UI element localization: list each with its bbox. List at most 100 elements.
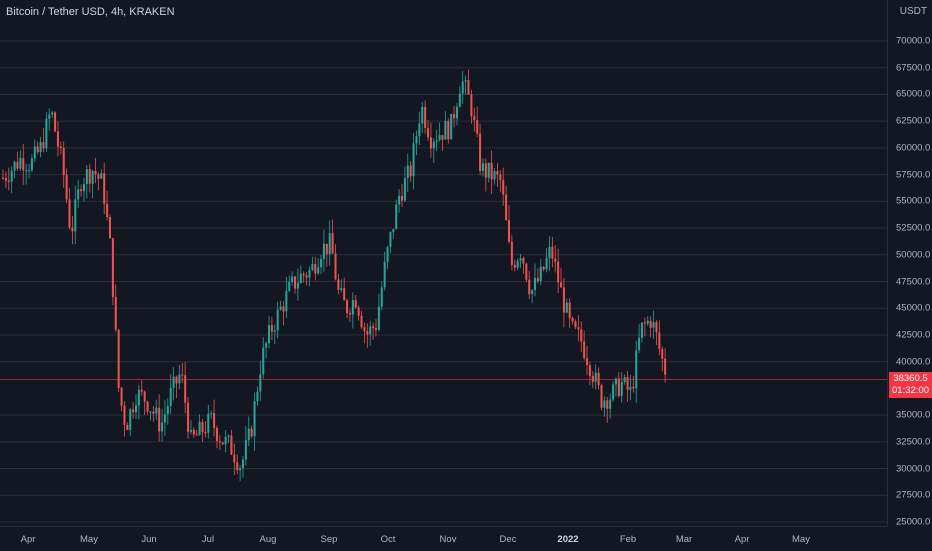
candle-down <box>325 243 328 255</box>
candle-down <box>114 297 117 330</box>
time-tick-label: Jun <box>141 534 157 545</box>
candle-down <box>525 263 528 280</box>
candle-down <box>363 327 366 332</box>
candle-up <box>398 195 401 205</box>
candle-down <box>510 241 513 265</box>
candle-up <box>493 171 496 180</box>
candle-up <box>268 325 271 344</box>
candle-up <box>161 422 164 432</box>
candle-down <box>218 441 221 443</box>
candle-up <box>189 429 192 432</box>
candle-down <box>305 275 308 278</box>
candle-up <box>28 170 31 172</box>
candle-up <box>288 282 291 291</box>
currency-unit[interactable]: USDT <box>899 6 927 17</box>
candle-down <box>65 175 68 200</box>
candle-up <box>224 436 227 445</box>
candle-down <box>250 428 253 437</box>
price-tick-label: 67500.0 <box>896 62 931 74</box>
candle-up <box>461 81 464 94</box>
candle-up <box>265 343 268 348</box>
candle-down <box>571 317 574 322</box>
candle-up <box>351 300 354 315</box>
candle-down <box>152 411 155 414</box>
candle-up <box>531 290 534 295</box>
candle-up <box>383 262 386 288</box>
candle-down <box>357 307 360 316</box>
price-tick-label: 70000.0 <box>896 35 931 47</box>
candle-down <box>348 313 351 315</box>
price-tick-label: 47500.0 <box>896 276 931 287</box>
candle-up <box>392 229 395 233</box>
candle-up <box>39 142 42 153</box>
candle-down <box>236 462 239 471</box>
candle-down <box>56 131 59 147</box>
candle-down <box>542 266 545 270</box>
candle-down <box>467 80 470 95</box>
price-tick-label: 55000.0 <box>896 195 931 207</box>
time-tick-label: Aug <box>259 534 277 545</box>
candle-up <box>444 120 447 140</box>
candle-up <box>30 158 33 171</box>
candle-up <box>276 309 279 331</box>
candle-up <box>603 400 606 408</box>
candle-up <box>137 389 140 406</box>
symbol-title[interactable]: Bitcoin / Tether USD, 4h, KRAKEN <box>6 6 175 18</box>
candle-down <box>502 180 505 195</box>
candle-up <box>129 409 132 431</box>
chart-area[interactable]: Bitcoin / Tether USD, 4h, KRAKEN <box>0 0 887 526</box>
time-tick-label: Sep <box>320 534 338 545</box>
candle-down <box>568 302 571 318</box>
candle-down <box>409 165 412 177</box>
candle-up <box>296 283 299 289</box>
current-price-line <box>0 379 887 381</box>
candle-up <box>629 386 632 390</box>
candlestick-chart[interactable] <box>0 0 887 526</box>
candle-down <box>270 325 273 332</box>
candle-up <box>320 259 323 268</box>
time-tick-label: 2022 <box>557 534 579 545</box>
candle-down <box>591 375 594 382</box>
candle-down <box>181 374 184 376</box>
candle-up <box>418 123 421 137</box>
candle-down <box>372 326 375 329</box>
time-tick-label: Apr <box>734 534 750 545</box>
candle-down <box>574 321 577 328</box>
candle-up <box>308 269 311 278</box>
candle-down <box>562 287 565 313</box>
candle-up <box>241 459 245 469</box>
candle-up <box>10 170 13 182</box>
price-axis[interactable]: USDT 70000.0 67500.0 65000.0 62500.0 60000.0… <box>887 0 932 528</box>
bar-countdown: 01:32:00 <box>892 385 929 397</box>
candle-down <box>42 142 45 149</box>
candle-up <box>259 374 262 392</box>
candle-down <box>473 116 476 121</box>
candle-down <box>401 195 404 201</box>
candle-up <box>389 232 392 248</box>
candle-down <box>429 137 432 149</box>
candle-up <box>386 247 389 263</box>
price-tick-label: 50000.0 <box>896 249 931 261</box>
candle-down <box>441 135 444 140</box>
candle-up <box>612 384 615 400</box>
candle-up <box>481 163 484 171</box>
candle-down <box>187 402 190 432</box>
candle-up <box>455 106 458 119</box>
candle-down <box>4 178 7 181</box>
candle-down <box>146 401 149 412</box>
candle-down <box>424 106 427 128</box>
candle-down <box>337 279 340 290</box>
candle-down <box>554 258 557 262</box>
candle-down <box>126 424 129 431</box>
candle-down <box>600 385 603 408</box>
candle-down <box>54 112 57 132</box>
candle-up <box>299 273 302 284</box>
candle-up <box>435 140 438 142</box>
candle-up <box>273 330 276 332</box>
candle-up <box>620 381 623 396</box>
candle-up <box>539 266 542 282</box>
time-axis[interactable]: Apr May Jun Jul Aug Sep Oct Nov Dec 2022 Feb Mar Apr… <box>0 526 887 551</box>
time-tick-label: Jul <box>201 534 215 545</box>
candle-up <box>207 413 210 433</box>
candle-down <box>108 217 112 239</box>
